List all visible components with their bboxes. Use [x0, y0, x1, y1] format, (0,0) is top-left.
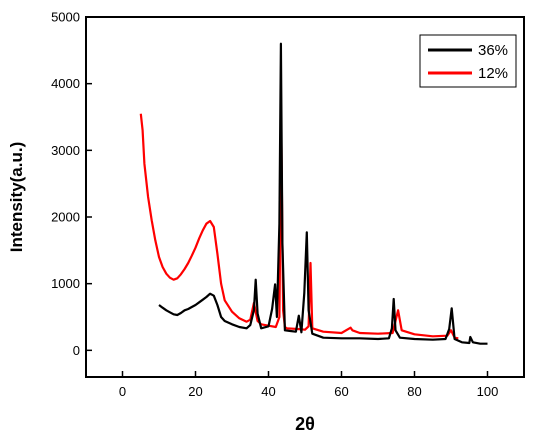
series-layer	[139, 42, 488, 345]
legend: 36% 12%	[419, 34, 517, 88]
y-axis-ticks: 0 1000 2000 3000 4000 5000	[51, 10, 92, 358]
x-tick-label: 60	[334, 384, 348, 399]
x-axis-ticks: 0 20 40 60 80 100	[119, 371, 498, 399]
x-tick-label: 100	[477, 384, 499, 399]
y-tick-label: 0	[73, 343, 80, 358]
series-line-36pct	[158, 42, 488, 345]
x-tick-label: 40	[261, 384, 275, 399]
x-axis-title: 2θ	[295, 414, 315, 434]
y-tick-label: 1000	[51, 276, 80, 291]
y-tick-label: 5000	[51, 10, 80, 25]
y-tick-label: 2000	[51, 210, 80, 225]
plot-frame	[85, 16, 525, 378]
x-tick-label: 20	[188, 384, 202, 399]
legend-label-12: 12%	[478, 65, 508, 82]
legend-label-36: 36%	[478, 42, 508, 59]
x-tick-label: 80	[407, 384, 421, 399]
y-tick-label: 4000	[51, 76, 80, 91]
y-axis-title: Intensity(a.u.)	[7, 142, 26, 253]
legend-box	[419, 34, 517, 88]
series-line-12pct	[139, 113, 459, 340]
y-tick-label: 3000	[51, 143, 80, 158]
x-tick-label: 0	[119, 384, 126, 399]
